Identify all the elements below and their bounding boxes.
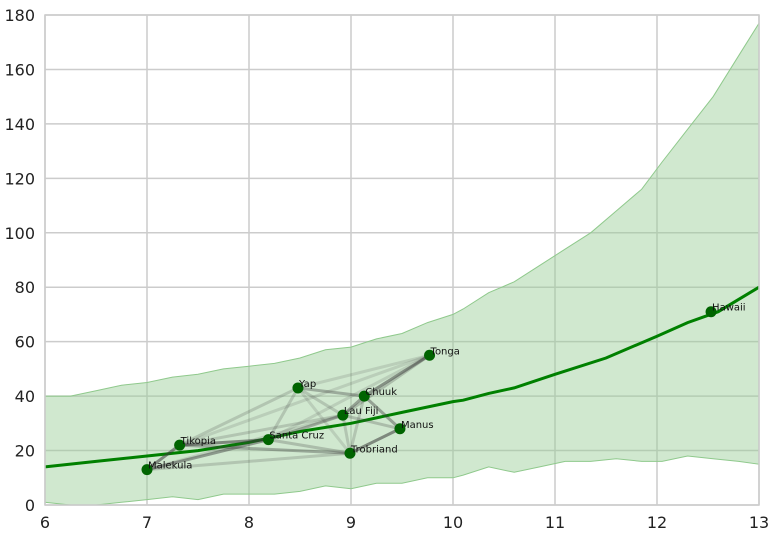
connection-line xyxy=(266,353,432,442)
connection-line xyxy=(178,386,300,447)
data-point xyxy=(141,464,153,476)
connection-line xyxy=(296,386,345,417)
y-tick-label: 120 xyxy=(4,169,35,188)
point-label: Yap xyxy=(298,379,316,390)
connection-line xyxy=(145,443,182,472)
y-tick-label: 100 xyxy=(4,224,35,243)
plot-border xyxy=(44,14,760,506)
point-label: Santa Cruz xyxy=(269,431,324,442)
y-tick-label: 180 xyxy=(4,6,35,25)
connection-line xyxy=(266,413,345,442)
x-axis-ticks: 6 7 8 9 10 11 12 13 xyxy=(40,513,769,532)
data-point xyxy=(705,306,717,318)
y-tick-label: 20 xyxy=(15,442,35,461)
connection-line xyxy=(362,353,432,398)
data-point xyxy=(174,439,186,451)
point-label: Hawaii xyxy=(712,303,746,314)
data-point xyxy=(358,390,370,402)
connection-line xyxy=(178,438,270,447)
point-label: Tonga xyxy=(430,346,460,357)
y-tick-label: 140 xyxy=(4,115,35,134)
connection-line xyxy=(145,451,352,472)
connection-line xyxy=(348,394,366,455)
data-points xyxy=(141,306,717,476)
point-label: Malekula xyxy=(148,461,192,472)
point-label: Chuuk xyxy=(365,387,397,398)
point-label: Manus xyxy=(401,420,434,431)
connection-line xyxy=(178,353,432,447)
x-tick-label: 11 xyxy=(545,513,565,532)
x-tick-label: 8 xyxy=(244,513,254,532)
connection-lines xyxy=(145,353,432,472)
y-tick-label: 0 xyxy=(25,496,35,515)
point-label: Trobriand xyxy=(350,444,398,455)
data-point xyxy=(344,447,356,459)
connection-line xyxy=(178,413,345,447)
data-point xyxy=(337,409,349,421)
connection-line xyxy=(145,438,270,472)
y-tick-label: 40 xyxy=(15,387,35,406)
y-tick-label: 60 xyxy=(15,333,35,352)
data-point xyxy=(424,349,436,361)
data-point xyxy=(394,423,406,435)
connection-line xyxy=(296,353,432,390)
y-tick-label: 80 xyxy=(15,278,35,297)
connection-line xyxy=(362,394,402,431)
connection-line xyxy=(266,386,300,442)
trend-line xyxy=(44,285,760,469)
x-tick-label: 6 xyxy=(40,513,50,532)
connection-line xyxy=(341,413,352,455)
data-point xyxy=(292,382,304,394)
plot-background xyxy=(45,15,759,505)
connection-line xyxy=(266,438,352,455)
x-tick-label: 12 xyxy=(647,513,667,532)
point-labels: Malekula Tikopia Santa Cruz Yap Lau Fiji Trob… xyxy=(148,303,746,472)
connection-line xyxy=(296,386,352,455)
data-point xyxy=(262,434,274,446)
x-tick-label: 13 xyxy=(749,513,769,532)
y-axis-ticks: 0 20 40 60 80 100 120 140 160 180 xyxy=(4,6,35,515)
x-tick-label: 10 xyxy=(443,513,463,532)
connection-line xyxy=(296,386,366,398)
point-label: Tikopia xyxy=(180,436,216,447)
connection-line xyxy=(178,443,352,455)
x-tick-label: 9 xyxy=(346,513,356,532)
connection-line xyxy=(348,427,402,455)
trend-line-group xyxy=(44,285,760,469)
point-label: Lau Fiji xyxy=(344,406,379,417)
connection-line xyxy=(341,413,402,431)
x-tick-label: 7 xyxy=(142,513,152,532)
y-tick-label: 160 xyxy=(4,60,35,79)
